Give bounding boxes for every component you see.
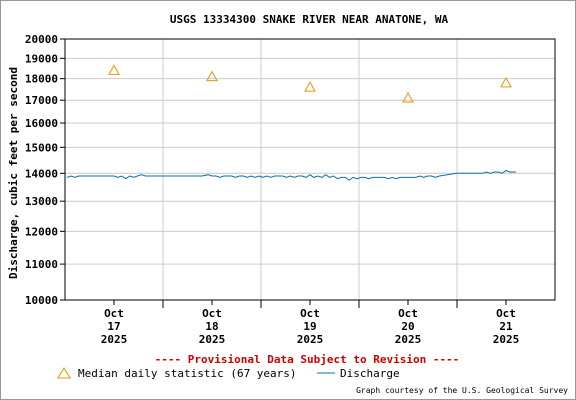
- x-tick-label: 2025: [101, 333, 128, 346]
- x-tick-label: Oct: [398, 307, 418, 320]
- y-tick-label: 12000: [25, 225, 58, 238]
- y-tick-label: 10000: [25, 294, 58, 307]
- x-tick-label: Oct: [496, 307, 516, 320]
- y-tick-label: 11000: [25, 258, 58, 271]
- legend: Median daily statistic (67 years) Discha…: [57, 367, 400, 380]
- y-tick-label: 19000: [25, 52, 58, 65]
- x-tick-label: 2025: [395, 333, 422, 346]
- credit-text: Graph courtesy of the U.S. Geological Su…: [356, 386, 568, 395]
- plot-area: [64, 38, 556, 301]
- median-marker: [304, 81, 316, 92]
- x-tick-label: 19: [303, 320, 316, 333]
- x-tick-label: 18: [205, 320, 218, 333]
- x-tick-label: 20: [401, 320, 414, 333]
- x-tick-label: Oct: [104, 307, 124, 320]
- chart-title: USGS 13334300 SNAKE RIVER NEAR ANATONE, …: [170, 13, 449, 26]
- provisional-note: ---- Provisional Data Subject to Revisio…: [155, 353, 460, 366]
- median-marker: [108, 64, 120, 75]
- y-tick-label: 18000: [25, 73, 58, 86]
- y-axis-label: Discharge, cubic feet per second: [7, 67, 20, 279]
- x-tick-label: 2025: [493, 333, 520, 346]
- median-marker: [206, 70, 218, 82]
- y-tick-label: 15000: [25, 141, 58, 154]
- median-marker: [402, 91, 414, 103]
- y-tick-label: 14000: [25, 167, 58, 180]
- legend-median-label: Median daily statistic (67 years): [78, 367, 297, 380]
- grid-lines: [65, 38, 555, 301]
- median-marker: [500, 76, 512, 88]
- legend-discharge-label: Discharge: [340, 367, 400, 380]
- series-layer: [66, 64, 516, 181]
- y-tick-label: 20000: [25, 33, 58, 46]
- x-axis-ticks: Oct172025Oct182025Oct192025Oct202025Oct2…: [101, 300, 520, 346]
- y-tick-label: 16000: [25, 117, 58, 130]
- discharge-line: [66, 170, 516, 181]
- y-axis-ticks: 10000 11000 12000 13000 14000 15000 16000 17000…: [25, 33, 65, 307]
- x-tick-label: Oct: [202, 307, 222, 320]
- x-tick-label: Oct: [300, 307, 320, 320]
- median-triangle-icon: [57, 367, 71, 379]
- y-tick-label: 17000: [25, 94, 58, 107]
- x-tick-label: 21: [499, 320, 513, 333]
- x-tick-label: 2025: [199, 333, 226, 346]
- x-tick-label: 2025: [297, 333, 324, 346]
- y-tick-label: 13000: [25, 195, 58, 208]
- x-tick-label: 17: [107, 320, 120, 333]
